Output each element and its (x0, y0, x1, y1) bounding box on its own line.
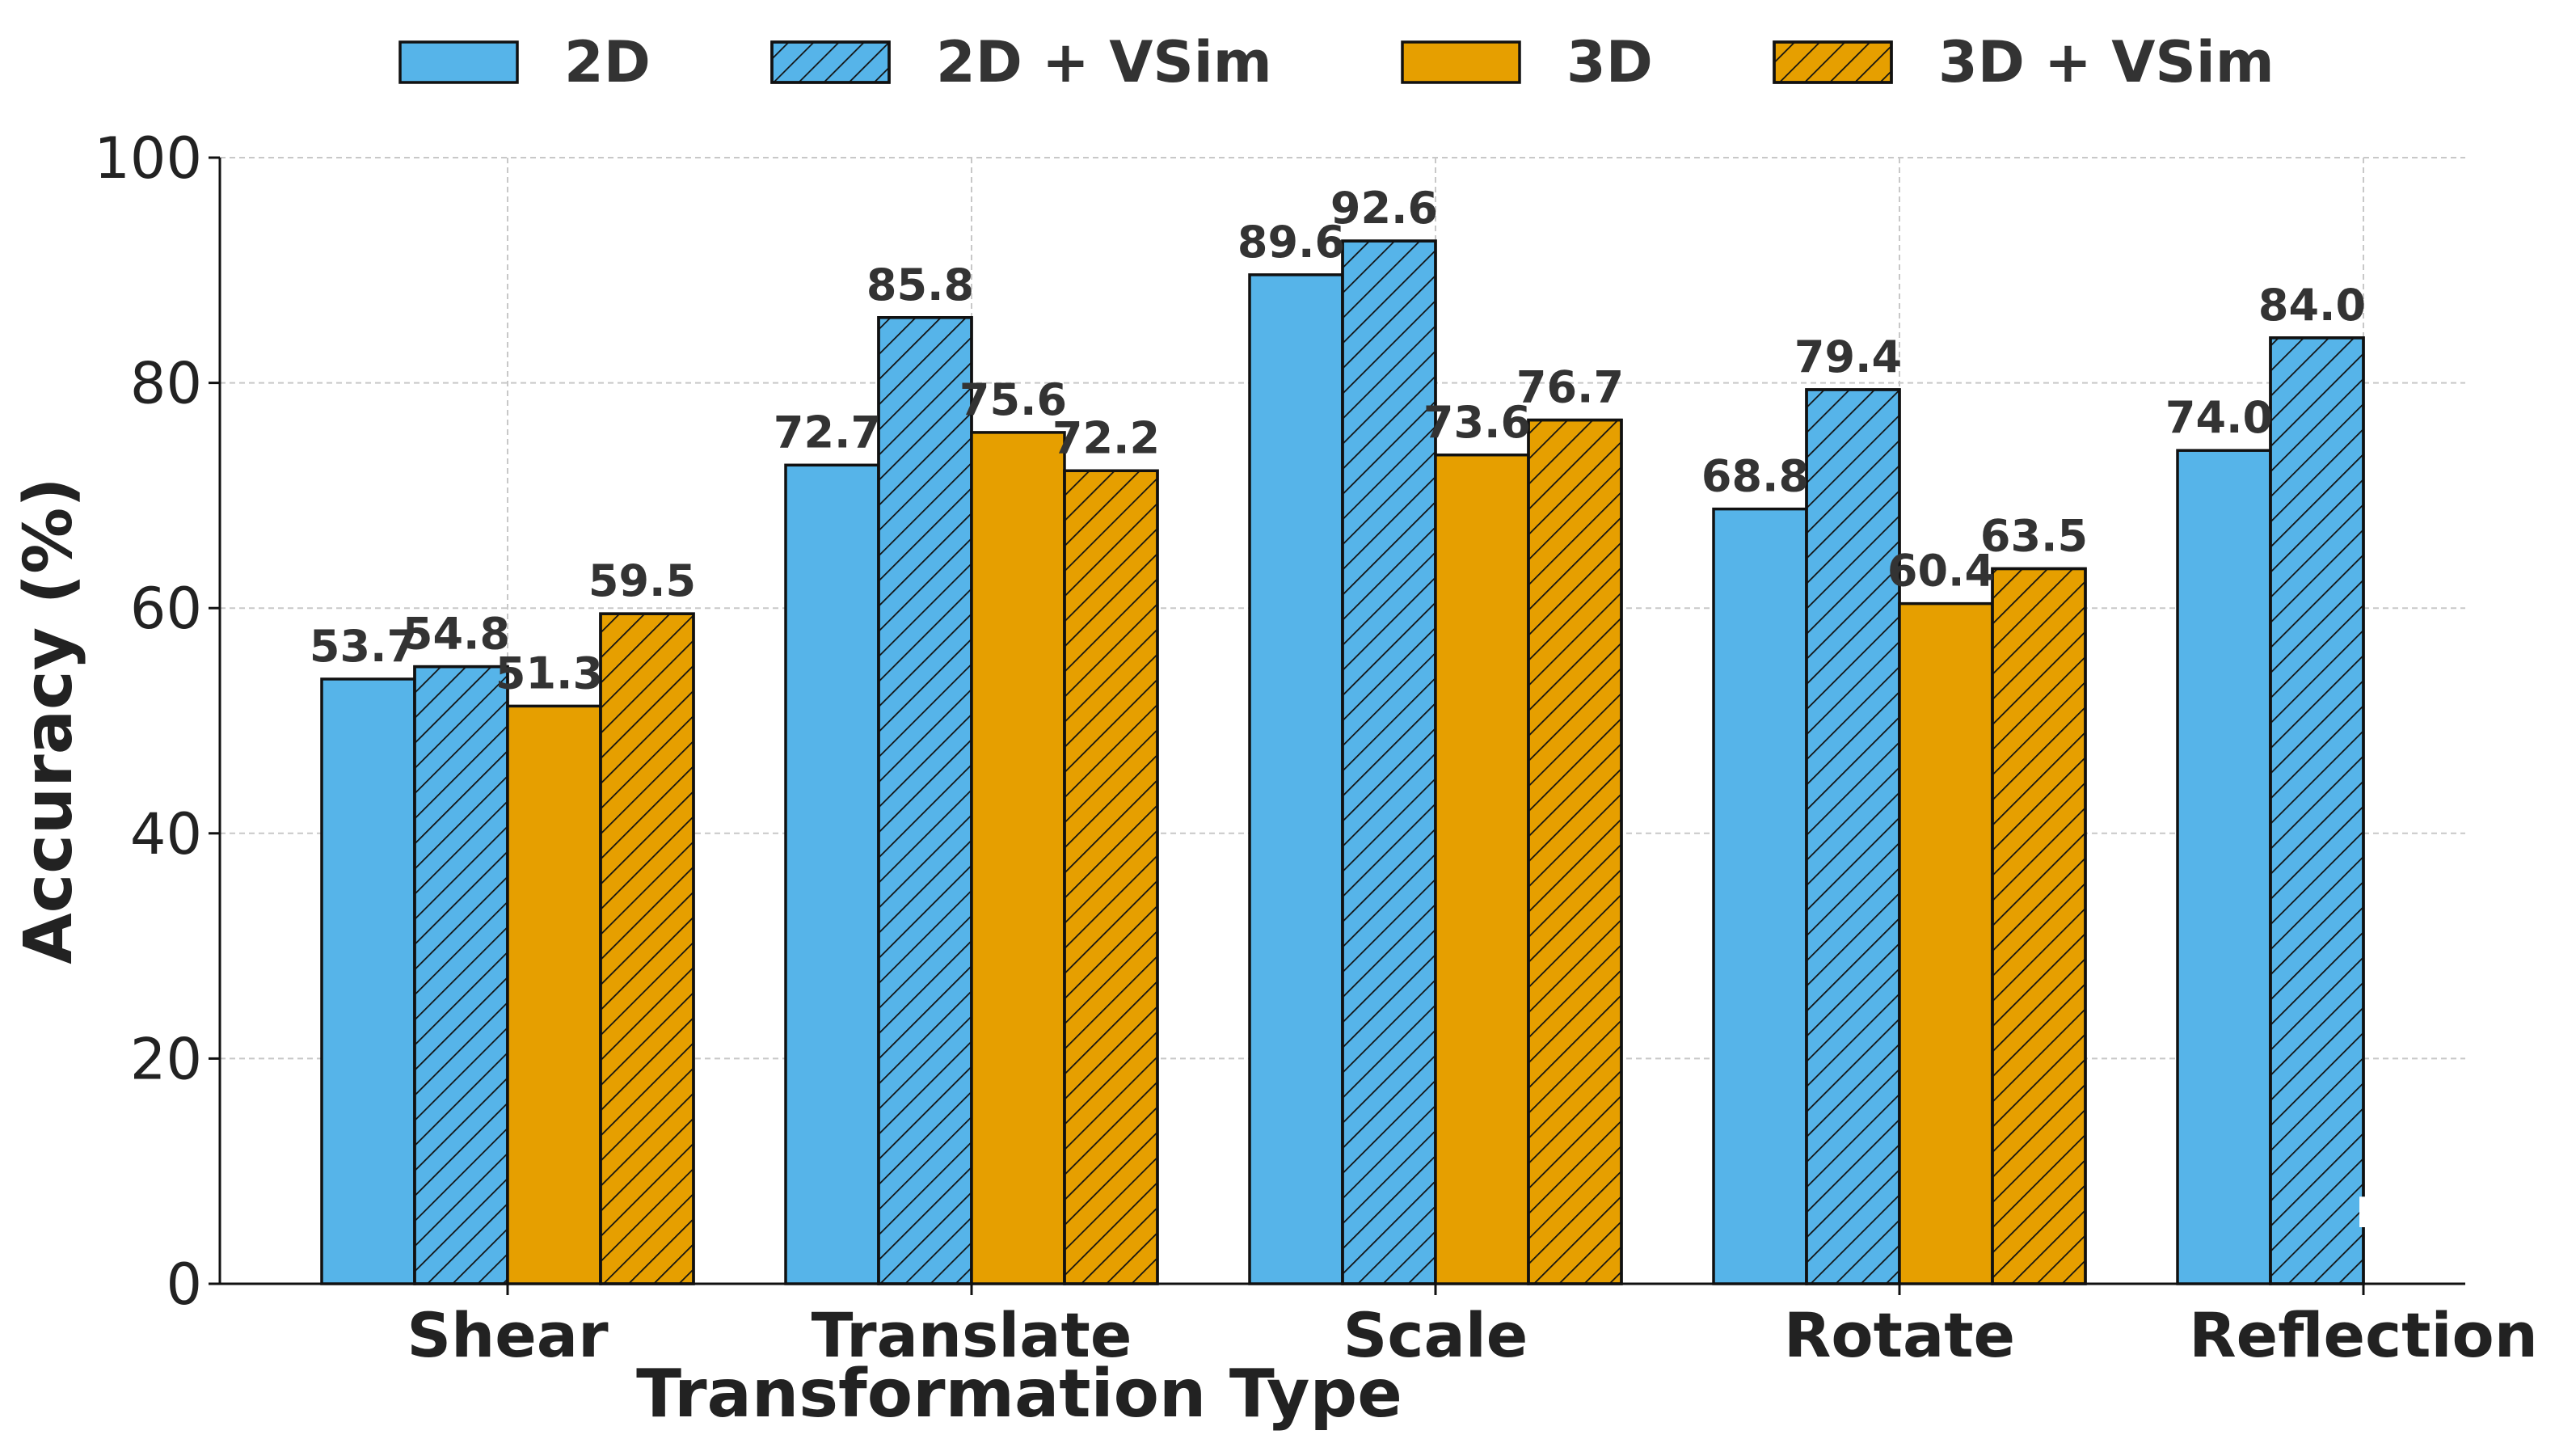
legend: 2D 2D + VSim 3D 3D + VSim (398, 29, 2275, 95)
legend-label: 2D + VSim (936, 29, 1272, 95)
bar-shear-3d (506, 704, 602, 1285)
x-tick-label: Rotate (1784, 1299, 2015, 1371)
bar-translate-3d (970, 431, 1066, 1285)
x-axis-title: Transformation Type (636, 1356, 1402, 1433)
x-tick-label: Reflection (2189, 1299, 2538, 1371)
y-tick-label: 100 (94, 125, 202, 192)
value-label: 60.4 (1887, 546, 1995, 597)
y-tick-label: 20 (130, 1026, 202, 1092)
value-label: 63.5 (1980, 510, 2088, 561)
legend-swatch-hatch (770, 40, 891, 84)
bar-hatch (1527, 418, 1623, 1285)
bar-hatch (1063, 469, 1159, 1285)
value-labels: 53.754.851.3 59.5 72.7 85.8 75.672.2 89.692.6… (310, 183, 2391, 1238)
y-tick-label: 0 (166, 1251, 202, 1318)
value-label: 73.6 (1423, 397, 1531, 448)
value-label: 72.2 (1052, 412, 1160, 463)
y-axis-title: Accuracy (%) (11, 477, 87, 964)
bar-rotate-3d (1898, 601, 1994, 1285)
bar-scale-2d (1248, 273, 1344, 1285)
value-label: 53.7 (310, 621, 417, 672)
x-tick-label: Shear (407, 1299, 609, 1371)
value-label: 84.0 (2258, 280, 2366, 331)
value-label: 79.4 (1794, 331, 1902, 382)
value-label: 75.6 (959, 374, 1067, 425)
bar-hatch (877, 316, 973, 1285)
axes: 0 20 40 60 80 100 Shear Translate Scale Rotate Ref… (94, 125, 2537, 1371)
value-label: 68.8 (1701, 451, 1809, 502)
y-tick-label: 60 (130, 576, 202, 642)
bar-scale-3d (1434, 454, 1530, 1285)
bar-rotate-2d (1712, 507, 1808, 1285)
bar-reflection-2d (2176, 449, 2272, 1285)
x-tick-label: Scale (1343, 1299, 1528, 1371)
value-label: 59.5 (588, 555, 696, 606)
bar-hatch (2269, 336, 2365, 1285)
value-label: 51.3 (495, 648, 603, 698)
legend-label: 2D (564, 29, 651, 95)
bars (320, 239, 2365, 1285)
x-tick-label: Translate (812, 1299, 1132, 1371)
bar-translate-2d (784, 463, 880, 1285)
value-label: 85.8 (866, 260, 974, 310)
y-tick-label: 40 (130, 801, 202, 867)
bar-hatch (1341, 239, 1437, 1285)
bar-shear-2d (320, 677, 416, 1285)
legend-label: 3D + VSim (1938, 29, 2275, 95)
legend-label: 3D (1566, 29, 1653, 95)
y-tick-label: 80 (130, 351, 202, 417)
bar-hatch (1805, 388, 1901, 1285)
annotation-label: N (2355, 1189, 2391, 1238)
legend-swatch (398, 40, 519, 84)
value-label: 92.6 (1330, 183, 1438, 234)
value-label: 54.8 (403, 609, 510, 660)
value-label: 74.0 (2165, 392, 2273, 443)
legend-swatch (1401, 40, 1521, 84)
value-label: 72.7 (774, 407, 881, 458)
bar-hatch (413, 665, 509, 1285)
bar-hatch (1991, 567, 2087, 1285)
bar-hatch (599, 612, 695, 1285)
value-label: 89.6 (1237, 217, 1345, 268)
legend-swatch-hatch (1773, 40, 1893, 84)
value-label: 76.7 (1516, 362, 1624, 413)
